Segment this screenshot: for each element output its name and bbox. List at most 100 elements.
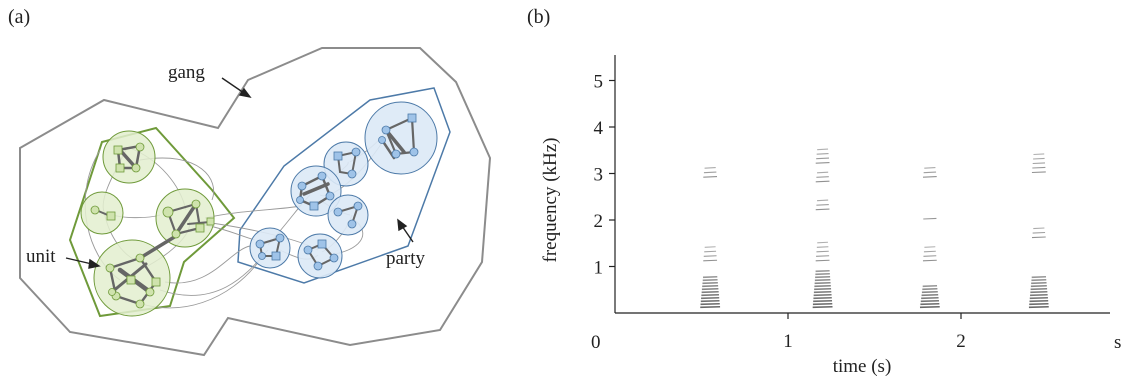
node bbox=[275, 233, 285, 243]
node bbox=[329, 253, 339, 263]
harmonic-stroke bbox=[815, 275, 831, 279]
harmonic-stroke bbox=[813, 296, 832, 300]
harmonic-stroke bbox=[1033, 227, 1045, 230]
harmonic-stroke bbox=[920, 302, 940, 306]
harmonic-stroke bbox=[1031, 275, 1047, 279]
harmonic-stroke bbox=[702, 284, 719, 288]
y-axis-title: frequency (kHz) bbox=[540, 137, 561, 262]
harmonic-stroke bbox=[1030, 284, 1047, 288]
harmonic-stroke bbox=[922, 176, 937, 178]
harmonic-stroke bbox=[703, 255, 717, 257]
cluster-circle bbox=[290, 165, 342, 217]
y-tick-label: 3 bbox=[594, 165, 604, 186]
harmonic-stroke bbox=[700, 302, 720, 306]
node bbox=[131, 163, 141, 173]
node bbox=[108, 288, 116, 296]
node bbox=[317, 239, 327, 249]
harmonic-stroke bbox=[704, 250, 717, 253]
node bbox=[105, 263, 115, 273]
panel-b-label: (b) bbox=[527, 6, 551, 28]
harmonic-stroke bbox=[923, 217, 937, 220]
harmonic-stroke bbox=[817, 148, 829, 151]
harmonic-stroke bbox=[1033, 153, 1045, 156]
node bbox=[381, 125, 391, 135]
harmonic-stroke bbox=[1029, 302, 1049, 306]
harmonic-stroke bbox=[922, 287, 938, 291]
harmonic-stroke bbox=[701, 296, 720, 300]
harmonic-stroke bbox=[1029, 299, 1049, 303]
green-nodes bbox=[90, 142, 215, 309]
harmonic-stroke bbox=[1031, 281, 1047, 285]
harmonic-stroke bbox=[813, 290, 832, 294]
harmonic-stroke bbox=[1032, 231, 1046, 234]
node bbox=[309, 201, 319, 211]
harmonic-stroke bbox=[700, 299, 720, 303]
harmonic-stroke bbox=[817, 199, 829, 202]
harmonic-stroke bbox=[815, 180, 830, 183]
call-burst bbox=[700, 167, 721, 309]
node bbox=[351, 147, 361, 157]
y-tick-label: 1 bbox=[594, 258, 604, 279]
harmonic-stroke bbox=[700, 305, 721, 309]
harmonic-stroke bbox=[816, 250, 829, 253]
node bbox=[106, 211, 116, 221]
harmonic-stroke bbox=[1031, 171, 1046, 174]
node bbox=[296, 196, 304, 204]
harmonic-stroke bbox=[1032, 166, 1046, 169]
party-hull bbox=[237, 87, 451, 284]
node bbox=[115, 163, 125, 173]
node bbox=[162, 206, 174, 218]
unit-label: unit bbox=[26, 246, 56, 267]
node bbox=[333, 207, 343, 217]
harmonic-stroke bbox=[816, 204, 829, 206]
harmonic-stroke bbox=[813, 293, 832, 297]
node bbox=[317, 171, 327, 181]
x-tick-label: 1 bbox=[783, 331, 793, 352]
annotation-arrows bbox=[65, 77, 414, 269]
harmonic-stroke bbox=[922, 259, 937, 262]
node bbox=[206, 217, 215, 226]
harmonic-stroke bbox=[815, 162, 830, 164]
harmonic-stroke bbox=[919, 305, 940, 309]
call-burst bbox=[1028, 153, 1049, 309]
harmonic-stroke bbox=[702, 281, 718, 285]
node bbox=[90, 205, 100, 215]
gang-label: gang bbox=[168, 62, 205, 83]
cluster-circle bbox=[102, 130, 156, 184]
harmonic-stroke bbox=[920, 299, 939, 303]
spectrogram-calls bbox=[700, 148, 1049, 309]
node bbox=[171, 229, 181, 239]
harmonic-stroke bbox=[814, 287, 832, 291]
harmonic-stroke bbox=[817, 241, 828, 244]
node bbox=[135, 142, 145, 152]
harmonic-stroke bbox=[923, 250, 936, 253]
gang-outline bbox=[19, 47, 492, 357]
x-axis-title: time (s) bbox=[833, 356, 892, 376]
unit-hull bbox=[68, 126, 236, 318]
node bbox=[378, 136, 386, 144]
harmonic-stroke bbox=[703, 171, 717, 174]
harmonic-stroke bbox=[816, 176, 829, 178]
harmonic-stroke bbox=[1032, 162, 1046, 165]
node bbox=[333, 151, 343, 161]
harmonic-stroke bbox=[817, 171, 829, 174]
node bbox=[195, 223, 205, 233]
harmonic-stroke bbox=[1030, 287, 1048, 291]
x-axis-unit-tick: s bbox=[1114, 332, 1121, 353]
harmonic-stroke bbox=[815, 272, 830, 276]
y-axis-ticks: 1 2 3 4 5 bbox=[594, 72, 615, 279]
harmonic-stroke bbox=[921, 293, 939, 297]
node bbox=[126, 275, 136, 285]
node bbox=[391, 149, 401, 159]
harmonic-stroke bbox=[813, 299, 833, 303]
harmonic-stroke bbox=[923, 171, 937, 174]
harmonic-stroke bbox=[922, 284, 938, 288]
unit-arrow-head bbox=[88, 258, 101, 269]
node bbox=[135, 299, 145, 309]
harmonic-stroke bbox=[1029, 296, 1048, 300]
harmonic-stroke bbox=[703, 259, 718, 262]
harmonic-stroke bbox=[816, 246, 829, 248]
